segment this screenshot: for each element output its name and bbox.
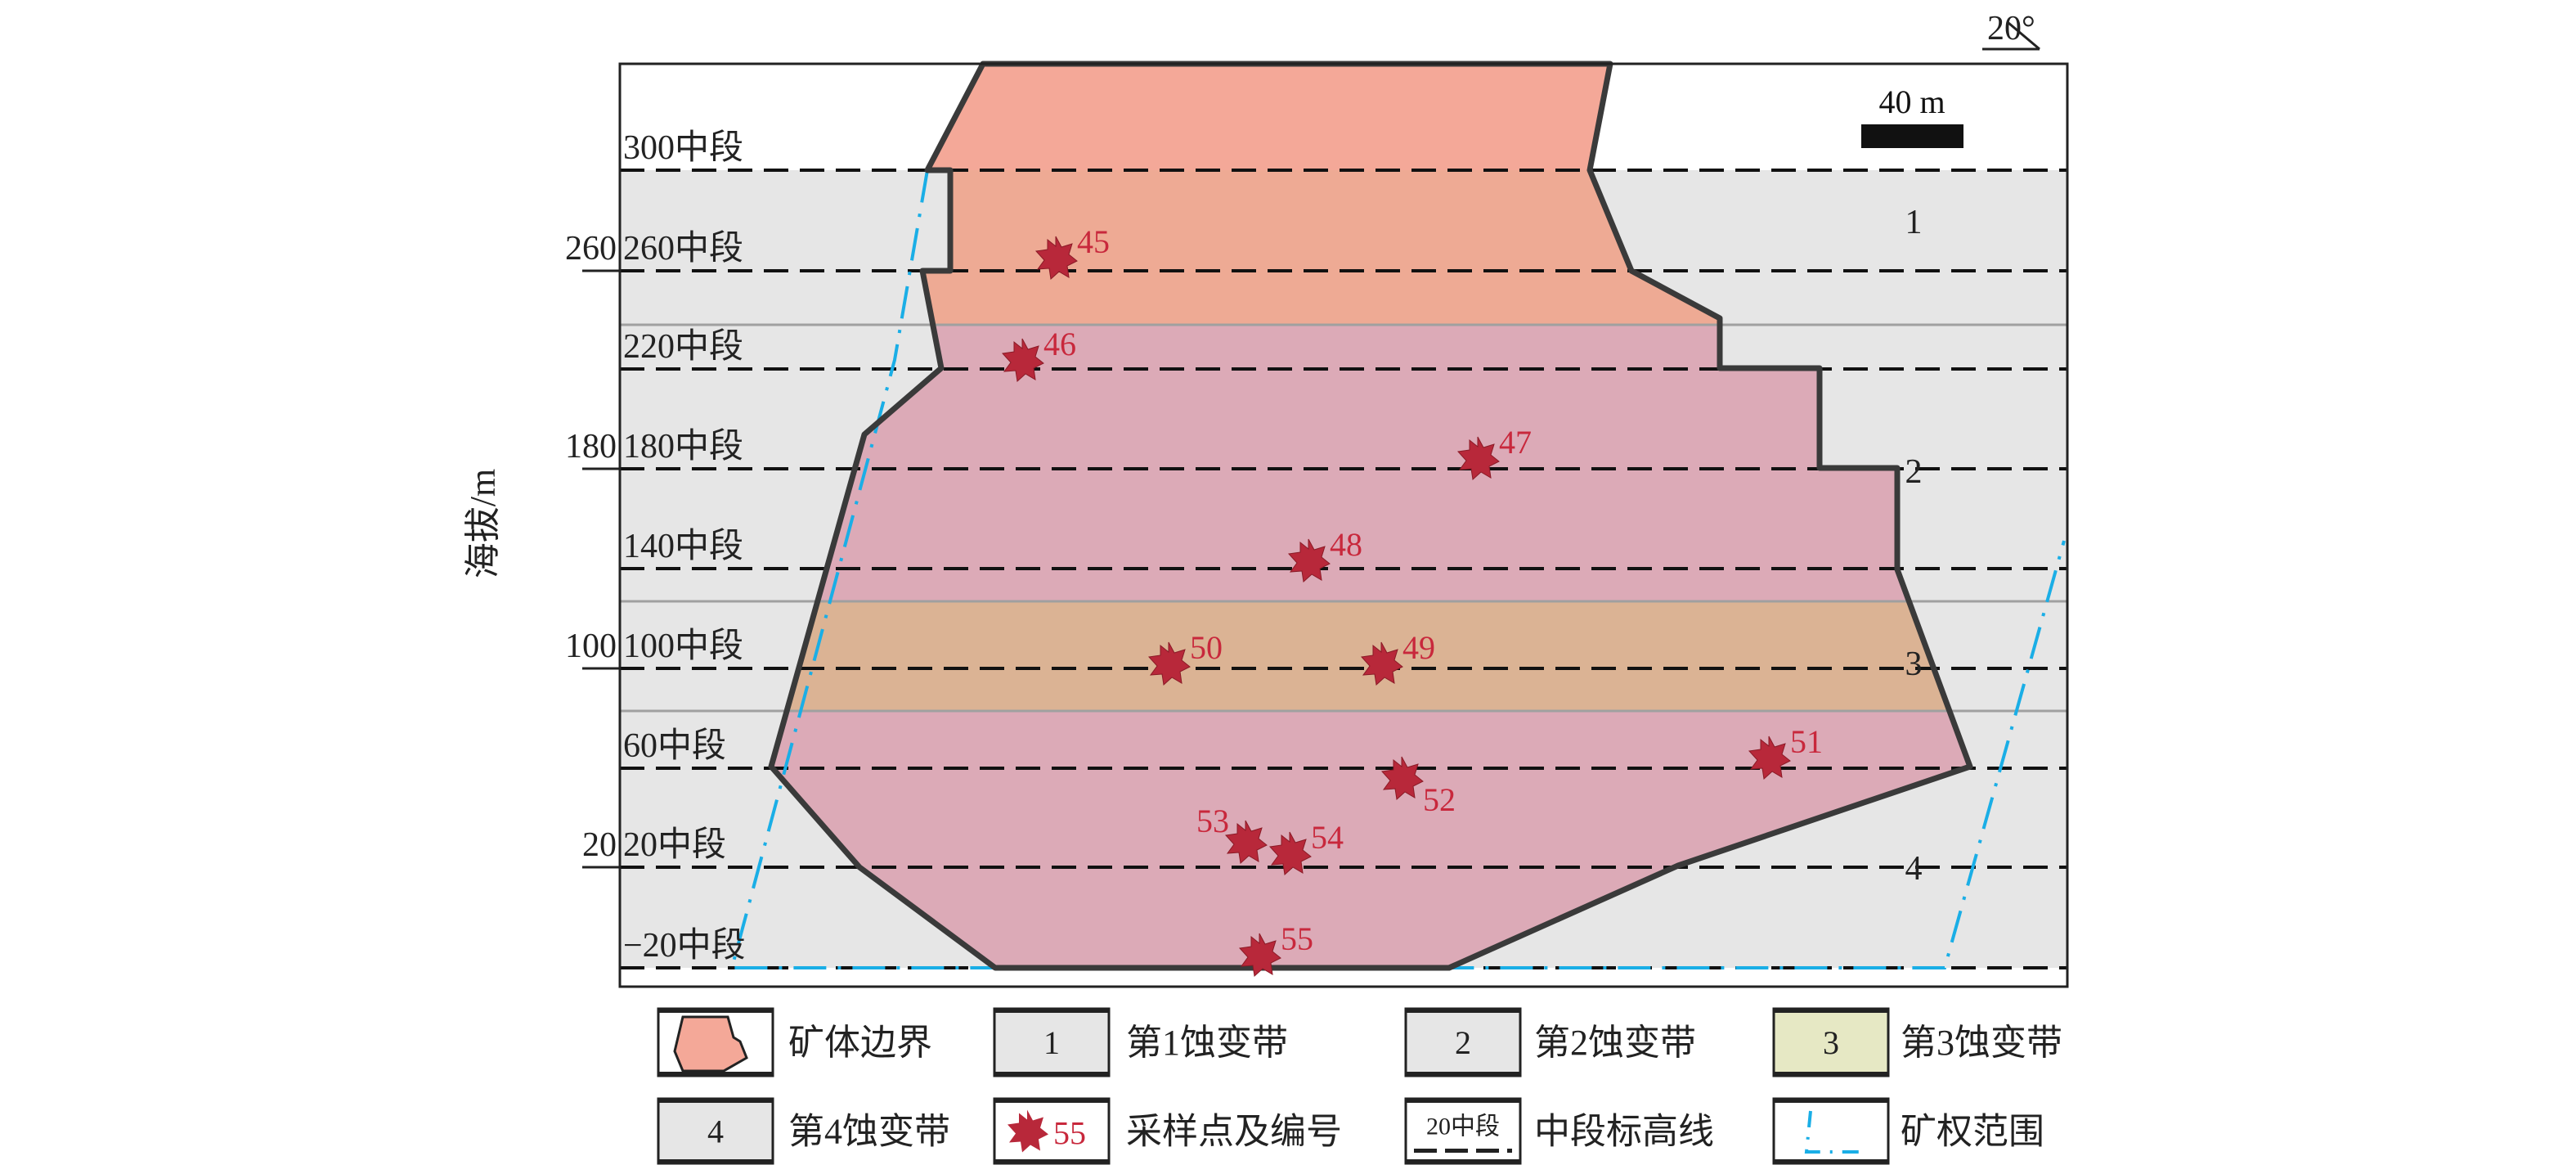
ore-body-boundary — [768, 61, 1973, 971]
sample-point: 49 — [1361, 629, 1435, 686]
zone-number-label: 3 — [1905, 645, 1923, 683]
level-label: 260中段 — [623, 230, 743, 268]
sample-number: 46 — [1043, 326, 1076, 362]
legend-label: 第1蚀变带 — [1126, 1023, 1288, 1063]
sample-number: 48 — [1330, 526, 1362, 563]
level-label: 100中段 — [623, 627, 743, 665]
legend-item: 矿权范围 — [1772, 1097, 2044, 1165]
legend-swatch — [657, 1097, 774, 1165]
legend-item: 3 第3蚀变带 — [1772, 1007, 2062, 1077]
sample-number: 49 — [1402, 629, 1435, 666]
sample-number: 47 — [1499, 424, 1532, 461]
zone-number-label: 2 — [1905, 453, 1923, 491]
level-label: 60中段 — [623, 727, 726, 765]
sample-number: 54 — [1311, 819, 1344, 856]
legend-symbol: 20中段 — [1426, 1113, 1500, 1140]
level-label: 180中段 — [623, 428, 743, 466]
mining-boundary-icon — [1804, 1110, 1864, 1154]
legend-item: 55 采样点及编号 — [993, 1097, 1342, 1165]
legend-label: 采样点及编号 — [1126, 1112, 1342, 1152]
legend-item: 4 第4蚀变带 — [657, 1097, 950, 1165]
sample-point: 46 — [1002, 326, 1076, 382]
sample-number: 55 — [1281, 920, 1313, 957]
section-frame — [618, 62, 2069, 988]
sample-number: 52 — [1423, 781, 1456, 818]
axis-tick-label: 100 — [565, 627, 617, 665]
dip-icon — [1982, 21, 2040, 51]
legend-swatch — [993, 1007, 1111, 1077]
sample-point: 53 — [1196, 803, 1268, 864]
legend-label: 第3蚀变带 — [1901, 1023, 2062, 1063]
legend-symbol: 1 — [1043, 1024, 1060, 1061]
dip-label: 20° — [1987, 10, 2035, 47]
legend-symbol: 3 — [1823, 1024, 1839, 1061]
sample-number: 50 — [1190, 629, 1223, 666]
legend-item: 1 第1蚀变带 — [993, 1007, 1288, 1077]
zone-boundaries — [620, 323, 2067, 713]
y-axis-label: 海拔/m — [463, 469, 503, 578]
mining-right-boundary — [729, 169, 2066, 969]
sample-number: 51 — [1790, 723, 1823, 760]
legend-swatch — [1772, 1097, 1890, 1165]
sample-point: 45 — [1035, 223, 1110, 280]
ore-body-icon — [673, 1015, 748, 1073]
sample-point: 51 — [1748, 723, 1823, 780]
sample-point: 52 — [1381, 756, 1456, 818]
scale-bar-label: 40 m — [1878, 83, 1945, 120]
sample-point: 50 — [1148, 629, 1223, 686]
legend-item: 矿体边界 — [657, 1007, 932, 1077]
level-label: 140中段 — [623, 528, 743, 565]
legend-symbol: 4 — [707, 1113, 724, 1150]
legend-swatch — [993, 1097, 1111, 1165]
legend-label: 矿权范围 — [1901, 1112, 2044, 1152]
level-label: −20中段 — [623, 927, 746, 965]
sample-number: 53 — [1196, 803, 1229, 839]
sample-point: 48 — [1288, 526, 1362, 582]
legend-label: 矿体边界 — [788, 1023, 932, 1063]
axis-tick-label: 20 — [582, 826, 617, 864]
legend-symbol: 55 — [1053, 1115, 1086, 1152]
sample-point: 54 — [1269, 819, 1344, 875]
zone-number-label: 4 — [1905, 850, 1923, 888]
zone-number-label: 1 — [1905, 204, 1923, 241]
legend-label: 第4蚀变带 — [788, 1112, 950, 1152]
level-label: 220中段 — [623, 328, 743, 366]
axis-tick-label: 180 — [565, 428, 617, 466]
level-label: 300中段 — [623, 129, 743, 167]
level-label: 20中段 — [623, 826, 726, 864]
scale-bar — [1861, 124, 1963, 148]
legend-item: 2 第2蚀变带 — [1404, 1007, 1696, 1077]
axis-tick-label: 260 — [565, 230, 617, 268]
sample-point: 55 — [1239, 920, 1313, 977]
sample-point: 47 — [1457, 424, 1532, 480]
legend-symbol: 2 — [1455, 1024, 1471, 1061]
legend-item: 20中段 中段标高线 — [1404, 1097, 1714, 1165]
legend-label: 中段标高线 — [1534, 1112, 1714, 1152]
legend-swatch — [1404, 1007, 1522, 1077]
legend-label: 第2蚀变带 — [1534, 1023, 1696, 1063]
sample-number: 45 — [1077, 223, 1110, 260]
